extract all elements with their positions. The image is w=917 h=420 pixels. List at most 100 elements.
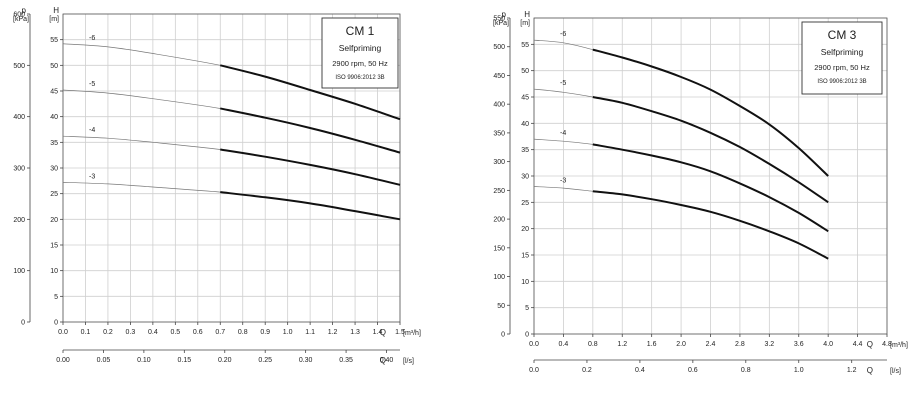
chart-iso-note: ISO 9906:2012 3B bbox=[817, 79, 866, 85]
h-tick-label: 5 bbox=[54, 294, 58, 301]
h-tick-label: 25 bbox=[50, 191, 58, 198]
series-line-bold bbox=[592, 48, 829, 177]
series-line-thin bbox=[62, 89, 401, 153]
x-tick-label: 0.8 bbox=[588, 341, 598, 348]
h-tick-label: 20 bbox=[50, 217, 58, 224]
h-tick-label: 55 bbox=[521, 42, 529, 49]
x2-tick-label: 0.0 bbox=[529, 367, 539, 374]
x-axis-unit: [m³/h] bbox=[890, 342, 908, 349]
series-line-bold bbox=[220, 64, 401, 121]
p-axis-label: p bbox=[22, 6, 27, 15]
x-tick-label: 1.2 bbox=[617, 341, 627, 348]
h-axis-label: H bbox=[53, 6, 59, 15]
x2-tick-label: 0.30 bbox=[299, 357, 313, 364]
x-tick-label: 0.1 bbox=[81, 329, 91, 336]
series-line-bold bbox=[592, 190, 829, 260]
h-axis-unit: [m] bbox=[49, 16, 59, 23]
h-tick-label: 50 bbox=[50, 63, 58, 70]
series-label: -4 bbox=[560, 130, 566, 137]
x-tick-label: 2.8 bbox=[735, 341, 745, 348]
p-axis-unit: [kPa] bbox=[13, 16, 29, 23]
x-tick-label: 4.8 bbox=[882, 341, 892, 348]
chart-iso-note: ISO 9906:2012 3B bbox=[335, 75, 384, 81]
x2-axis-label: Q bbox=[867, 366, 873, 375]
h-tick-label: 40 bbox=[521, 121, 529, 128]
h-tick-label: 35 bbox=[521, 147, 529, 154]
p-tick-label: 350 bbox=[493, 130, 505, 137]
cm3-chart: H[m] 0 5 10 15 20 25 30 35 40 45 50 55 p[kPa] 0 50 100 15… bbox=[493, 10, 908, 375]
x2-tick-label: 0.05 bbox=[97, 357, 111, 364]
x2-tick-label: 0.2 bbox=[582, 367, 592, 374]
h-tick-label: 10 bbox=[521, 279, 529, 286]
x-tick-label: 1.1 bbox=[305, 329, 315, 336]
x-tick-label: 4.0 bbox=[823, 341, 833, 348]
h-tick-label: 25 bbox=[521, 200, 529, 207]
series-line-bold bbox=[220, 148, 401, 186]
x-tick-label: 0.8 bbox=[238, 329, 248, 336]
series-label: -3 bbox=[560, 178, 566, 185]
series-label: -5 bbox=[560, 80, 566, 87]
p-tick-label: 600 bbox=[13, 12, 25, 19]
x-tick-label: 1.6 bbox=[647, 341, 657, 348]
x-tick-label: 0.9 bbox=[260, 329, 270, 336]
h-tick-label: 20 bbox=[521, 226, 529, 233]
h-tick-label: 15 bbox=[50, 243, 58, 250]
chart-speed-note: 2900 rpm, 50 Hz bbox=[814, 63, 870, 72]
x-tick-label: 1.2 bbox=[328, 329, 338, 336]
h-tick-label: 30 bbox=[50, 166, 58, 173]
x-tick-label: 3.2 bbox=[764, 341, 774, 348]
x-tick-label: 2.4 bbox=[706, 341, 716, 348]
title-box bbox=[801, 21, 883, 95]
p-tick-label: 550 bbox=[493, 16, 505, 23]
h-tick-label: 0 bbox=[54, 320, 58, 327]
h-tick-label: 5 bbox=[525, 305, 529, 312]
x-tick-label: 0.6 bbox=[193, 329, 203, 336]
h-tick-label: 15 bbox=[521, 253, 529, 260]
x2-axis-unit: [l/s] bbox=[890, 368, 901, 375]
h-tick-label: 50 bbox=[521, 68, 529, 75]
p-tick-label: 100 bbox=[493, 274, 505, 281]
x2-tick-label: 0.6 bbox=[688, 367, 698, 374]
x-tick-label: 0.4 bbox=[559, 341, 569, 348]
x-axis-label: Q bbox=[867, 340, 873, 349]
series-line-thin bbox=[62, 135, 401, 186]
title-box bbox=[321, 17, 399, 89]
p-tick-label: 150 bbox=[493, 245, 505, 252]
h-axis-unit: [m] bbox=[520, 20, 530, 27]
x-axis-unit: [m³/h] bbox=[403, 330, 421, 337]
x-tick-label: 1.5 bbox=[395, 329, 405, 336]
chart-title: CM 1 bbox=[346, 24, 375, 38]
chart-speed-note: 2900 rpm, 50 Hz bbox=[332, 59, 388, 68]
x-tick-label: 1.4 bbox=[373, 329, 383, 336]
series-label: -5 bbox=[89, 81, 95, 88]
p-tick-label: 400 bbox=[13, 114, 25, 121]
x-tick-label: 1.0 bbox=[283, 329, 293, 336]
series-label: -6 bbox=[560, 31, 566, 38]
chart-subtitle: Selfpriming bbox=[339, 43, 382, 53]
series-line-thin bbox=[62, 182, 401, 220]
h-tick-label: 40 bbox=[50, 114, 58, 121]
x2-axis-label: Q bbox=[380, 356, 386, 365]
x2-tick-label: 0.8 bbox=[741, 367, 751, 374]
p-tick-label: 500 bbox=[493, 44, 505, 51]
x2-tick-label: 0.20 bbox=[218, 357, 232, 364]
x-tick-label: 0.0 bbox=[529, 341, 539, 348]
p-tick-label: 0 bbox=[21, 320, 25, 327]
p-tick-label: 250 bbox=[493, 188, 505, 195]
p-tick-label: 450 bbox=[493, 73, 505, 80]
x-tick-label: 0.7 bbox=[215, 329, 225, 336]
series-label: -3 bbox=[89, 173, 95, 180]
p-axis-unit: [kPa] bbox=[493, 20, 509, 27]
p-tick-label: 500 bbox=[13, 63, 25, 70]
x-tick-label: 0.0 bbox=[58, 329, 68, 336]
h-tick-label: 35 bbox=[50, 140, 58, 147]
series-line-bold bbox=[220, 191, 401, 221]
x2-tick-label: 0.35 bbox=[339, 357, 353, 364]
x-tick-label: 0.4 bbox=[148, 329, 158, 336]
p-tick-label: 200 bbox=[493, 217, 505, 224]
p-tick-label: 300 bbox=[493, 159, 505, 166]
x-tick-label: 0.2 bbox=[103, 329, 113, 336]
x-tick-label: 1.3 bbox=[350, 329, 360, 336]
x-tick-label: 3.6 bbox=[794, 341, 804, 348]
